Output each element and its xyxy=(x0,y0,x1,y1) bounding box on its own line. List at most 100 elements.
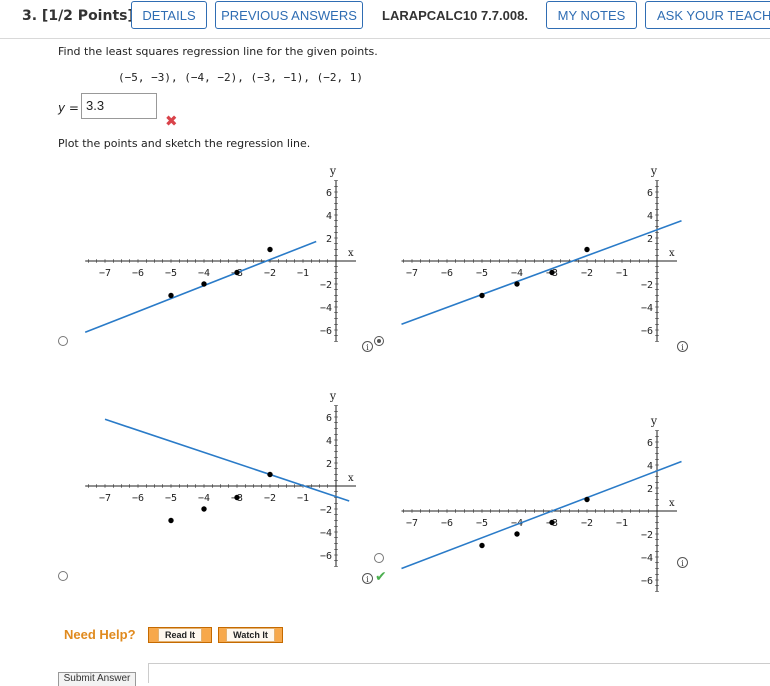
read-it-button[interactable]: Read It xyxy=(148,627,212,643)
data-point xyxy=(514,281,520,287)
x-tick-label: −5 xyxy=(165,493,177,504)
y-tick-label: 6 xyxy=(647,188,653,199)
watch-it-label: Watch It xyxy=(226,628,275,642)
y-tick-label: −6 xyxy=(641,326,653,337)
data-point xyxy=(234,494,240,501)
y-tick-label: −6 xyxy=(320,551,332,562)
x-tick-label: −2 xyxy=(264,268,276,279)
question-header: 3. [1/2 Points] DETAILS PREVIOUS ANSWERS… xyxy=(0,0,770,39)
answer-input[interactable]: 3.3 xyxy=(81,93,157,119)
my-notes-button[interactable]: MY NOTES xyxy=(546,1,637,29)
y-tick-label: −6 xyxy=(641,576,653,587)
y-tick-label: −4 xyxy=(320,528,332,539)
x-tick-label: −5 xyxy=(476,268,488,279)
regression-line xyxy=(84,240,317,334)
y-axis-name: y xyxy=(650,415,658,428)
y-tick-label: −4 xyxy=(641,553,653,564)
y-tick-label: 6 xyxy=(647,438,653,449)
x-tick-label: −7 xyxy=(99,268,111,279)
x-tick-label: −5 xyxy=(476,518,488,529)
data-point xyxy=(168,517,174,524)
data-point xyxy=(267,246,273,253)
y-axis-name: y xyxy=(329,165,337,178)
y-tick-label: 2 xyxy=(647,484,653,495)
y-tick-label: 4 xyxy=(326,211,332,222)
watch-it-button[interactable]: Watch It xyxy=(218,627,283,643)
given-points: (−5, −3), (−4, −2), (−3, −1), (−2, 1) xyxy=(118,71,364,84)
x-tick-label: −6 xyxy=(132,268,144,279)
x-tick-label: −6 xyxy=(441,268,453,279)
x-axis-name: x xyxy=(348,248,354,259)
graph-option-2-info-icon[interactable]: i xyxy=(677,341,688,352)
y-tick-label: 2 xyxy=(326,234,332,245)
y-tick-label: −6 xyxy=(320,326,332,337)
x-tick-label: −4 xyxy=(198,493,210,504)
y-axis-name: y xyxy=(650,165,658,178)
question-body: Find the least squares regression line f… xyxy=(0,39,770,686)
x-tick-label: −6 xyxy=(132,493,144,504)
regression-line xyxy=(401,460,682,570)
y-tick-label: −2 xyxy=(641,280,653,291)
x-axis-name: x xyxy=(669,248,675,259)
data-point xyxy=(514,531,520,537)
y-axis-name: y xyxy=(329,390,337,403)
graph-option-2-radio[interactable] xyxy=(374,336,384,346)
y-tick-label: 4 xyxy=(647,461,653,472)
graph-option-3-info-icon[interactable]: i xyxy=(362,573,373,584)
y-tick-label: −4 xyxy=(320,303,332,314)
x-tick-label: −1 xyxy=(616,518,628,529)
x-tick-label: −1 xyxy=(297,493,309,504)
x-tick-label: −1 xyxy=(297,268,309,279)
previous-answers-button[interactable]: PREVIOUS ANSWERS xyxy=(215,1,363,29)
data-point xyxy=(584,246,590,253)
x-tick-label: −2 xyxy=(264,493,276,504)
response-panel xyxy=(148,663,770,683)
y-tick-label: −2 xyxy=(320,280,332,291)
need-help-label: Need Help? xyxy=(64,627,136,642)
x-tick-label: −7 xyxy=(99,493,111,504)
data-point xyxy=(201,506,207,512)
x-axis-name: x xyxy=(669,498,675,509)
details-button[interactable]: DETAILS xyxy=(131,1,207,29)
read-it-label: Read It xyxy=(157,628,202,642)
graph-option-4-info-icon[interactable]: i xyxy=(677,557,688,568)
submit-answer-button[interactable]: Submit Answer xyxy=(58,672,136,686)
graph-option-3-radio[interactable] xyxy=(58,571,68,581)
ask-teacher-button[interactable]: ASK YOUR TEACHE xyxy=(645,1,770,29)
x-tick-label: −7 xyxy=(406,518,418,529)
plot-prompt: Plot the points and sketch the regressio… xyxy=(58,137,311,150)
graph-option-1-info-icon[interactable]: i xyxy=(362,341,373,352)
incorrect-icon: ✖ xyxy=(165,112,178,130)
data-point xyxy=(549,269,555,276)
y-tick-label: −4 xyxy=(641,303,653,314)
x-tick-label: −4 xyxy=(511,268,523,279)
data-point xyxy=(549,519,555,526)
data-point xyxy=(168,292,174,299)
problem-code: LARAPCALC10 7.7.008. xyxy=(382,8,528,23)
x-tick-label: −2 xyxy=(581,268,593,279)
data-point xyxy=(201,281,207,287)
answer-label: y = xyxy=(58,101,79,115)
x-tick-label: −4 xyxy=(198,268,210,279)
data-point xyxy=(267,471,273,478)
y-tick-label: −2 xyxy=(320,505,332,516)
regression-line xyxy=(401,219,682,326)
y-tick-label: 6 xyxy=(326,188,332,199)
graph-option-4-radio[interactable] xyxy=(374,553,384,563)
data-point xyxy=(479,542,485,549)
y-tick-label: 6 xyxy=(326,413,332,424)
correct-check-icon: ✔ xyxy=(375,569,387,585)
y-tick-label: −2 xyxy=(641,530,653,541)
y-tick-label: 4 xyxy=(647,211,653,222)
data-point xyxy=(234,269,240,276)
x-axis-name: x xyxy=(348,473,354,484)
data-point xyxy=(584,496,590,503)
question-title: 3. [1/2 Points] xyxy=(22,8,134,24)
graph-option-1-radio[interactable] xyxy=(58,336,68,346)
regression-line xyxy=(104,418,350,502)
x-tick-label: −7 xyxy=(406,268,418,279)
x-tick-label: −5 xyxy=(165,268,177,279)
